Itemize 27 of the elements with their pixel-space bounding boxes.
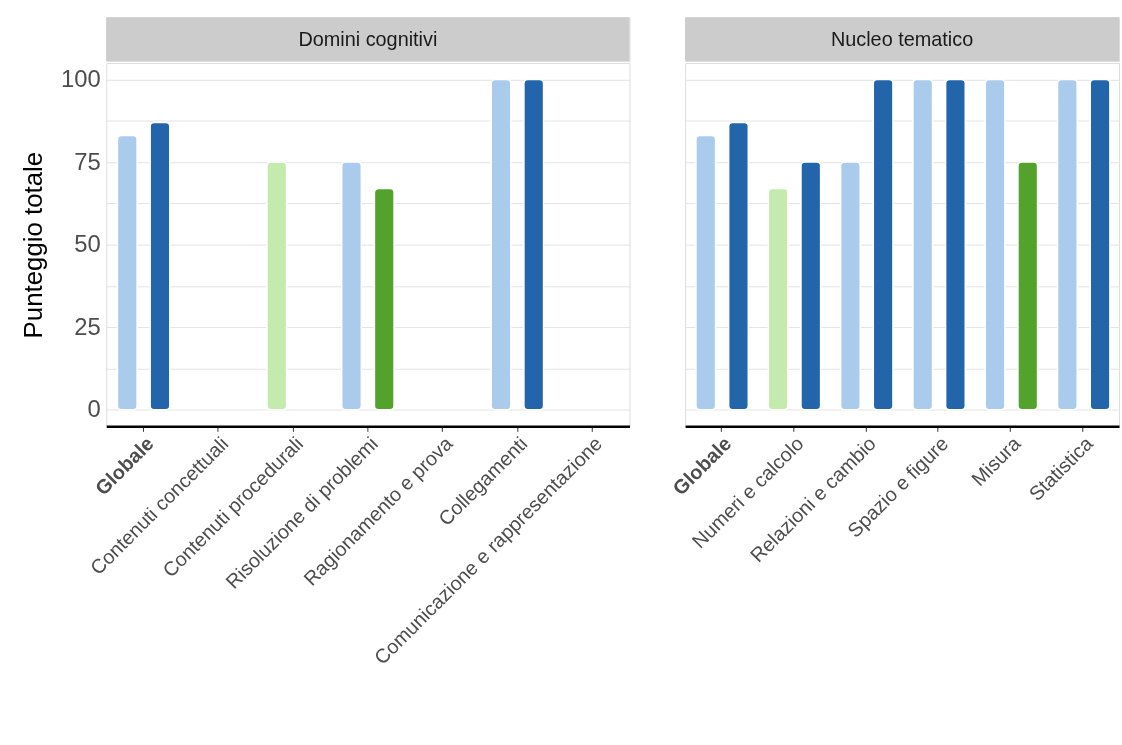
bar <box>266 161 288 411</box>
y-tick-label: 100 <box>61 64 101 92</box>
bar <box>490 78 512 411</box>
bar <box>839 161 861 411</box>
bar <box>727 121 750 411</box>
chart-title: Nucleo tematico <box>830 28 974 51</box>
bar <box>944 78 966 411</box>
chart-title: Domini cognitivi <box>298 28 438 51</box>
y-tick-label: 0 <box>87 395 101 423</box>
bar <box>984 78 1006 411</box>
y-tick-label: 25 <box>74 312 101 340</box>
bar <box>116 134 138 411</box>
y-tick-label: 50 <box>74 230 101 258</box>
bar <box>523 78 545 411</box>
bar <box>340 161 363 411</box>
bar <box>1017 161 1039 411</box>
bar <box>912 78 934 411</box>
bar <box>373 187 395 411</box>
bar <box>800 161 822 411</box>
y-axis-title: Punteggio totale <box>19 151 48 339</box>
bar <box>149 121 171 411</box>
bar <box>1056 78 1078 411</box>
bar <box>872 78 894 411</box>
bar <box>695 134 717 411</box>
bar <box>1089 78 1111 411</box>
bar <box>767 187 789 411</box>
y-tick-label: 75 <box>74 147 101 175</box>
